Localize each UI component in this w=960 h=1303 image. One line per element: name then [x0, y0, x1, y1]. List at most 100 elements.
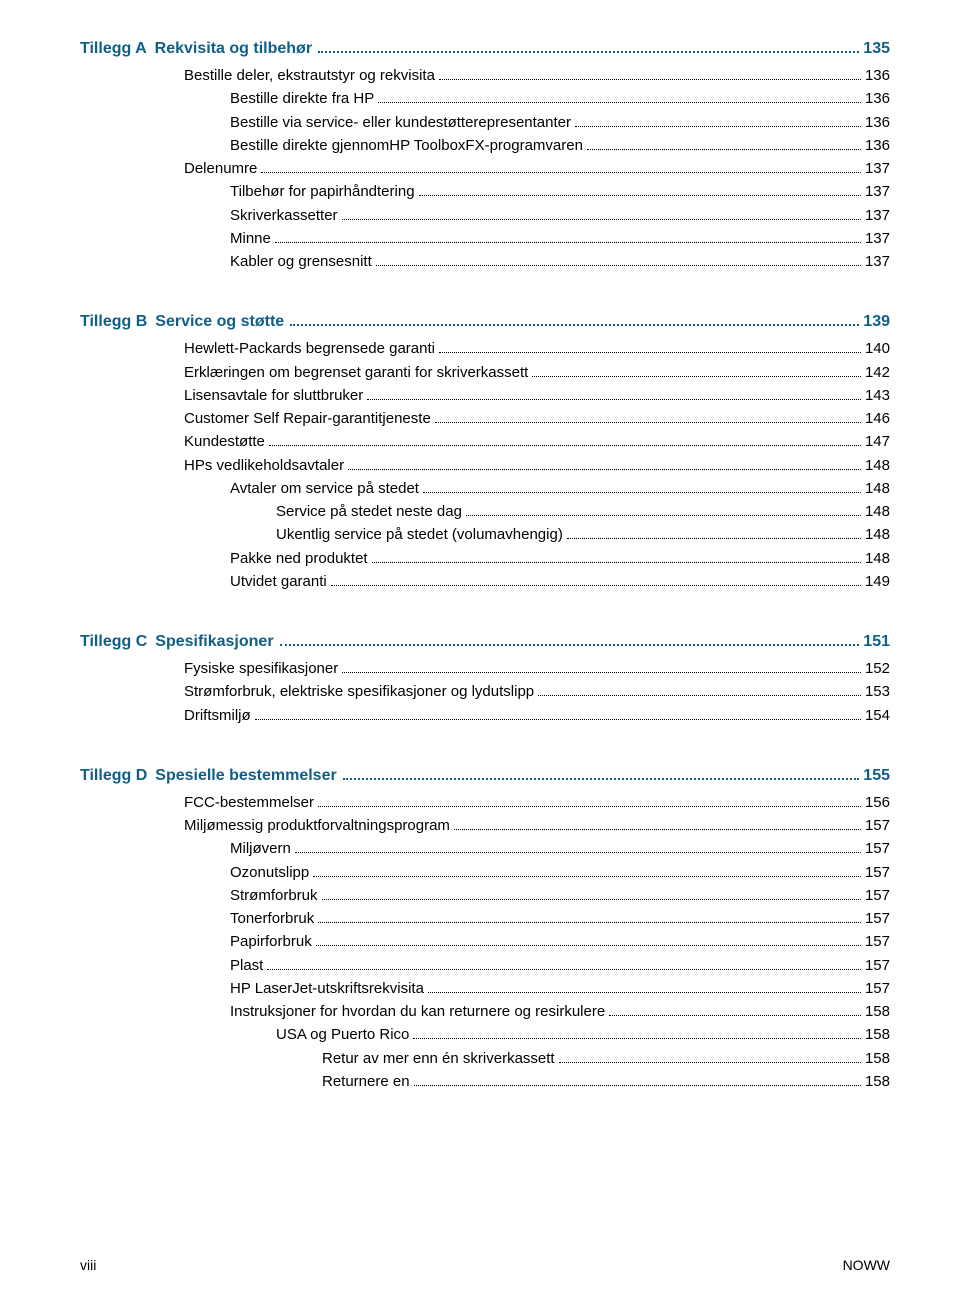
toc-entry-text: Erklæringen om begrenset garanti for skr…: [184, 361, 528, 384]
toc-entry[interactable]: Strømforbruk157: [80, 884, 890, 907]
dot-leader: [261, 172, 861, 173]
toc-entry[interactable]: Customer Self Repair-garantitjeneste146: [80, 407, 890, 430]
footer-page-number: viii: [80, 1257, 96, 1273]
toc-entry[interactable]: Retur av mer enn én skriverkassett158: [80, 1047, 890, 1070]
toc-entry-page: 158: [865, 1070, 890, 1093]
toc-entry[interactable]: Strømforbruk, elektriske spesifikasjoner…: [80, 680, 890, 703]
toc-entry-page: 148: [865, 454, 890, 477]
toc-entry-page: 137: [865, 250, 890, 273]
toc-entry-text: Lisensavtale for sluttbruker: [184, 384, 363, 407]
appendix-title: Rekvisita og tilbehør: [155, 40, 312, 58]
toc-entry-page: 157: [865, 837, 890, 860]
appendix-block: Tillegg ARekvisita og tilbehør135 Bestill…: [80, 40, 890, 273]
toc-entry-page: 137: [865, 157, 890, 180]
dot-leader: [439, 352, 861, 353]
toc-entry[interactable]: Pakke ned produktet 148: [80, 547, 890, 570]
toc-entry-page: 156: [865, 791, 890, 814]
dot-leader: [609, 1015, 861, 1016]
dot-leader: [295, 852, 861, 853]
appendix-page-number: 139: [863, 313, 890, 331]
appendix-label: Tillegg C: [80, 633, 147, 651]
toc-entry[interactable]: HPs vedlikeholdsavtaler148: [80, 454, 890, 477]
toc-entry[interactable]: Bestille via service- eller kundestøtter…: [80, 111, 890, 134]
toc-entry[interactable]: Hewlett-Packards begrensede garanti140: [80, 337, 890, 360]
toc-entry[interactable]: Bestille deler, ekstrautstyr og rekvisit…: [80, 64, 890, 87]
toc-entry[interactable]: Minne137: [80, 227, 890, 250]
dot-leader: [318, 922, 861, 923]
dot-leader: [275, 242, 861, 243]
toc-entry[interactable]: Bestille direkte fra HP 136: [80, 87, 890, 110]
toc-entry[interactable]: Delenumre 137: [80, 157, 890, 180]
appendix-heading[interactable]: Tillegg D Spesielle bestemmelser 155: [80, 767, 890, 785]
toc-entry-text: Ozonutslipp: [230, 861, 309, 884]
toc-entry-text: Papirforbruk: [230, 930, 312, 953]
dot-leader: [575, 126, 861, 127]
toc-entry[interactable]: FCC-bestemmelser 156: [80, 791, 890, 814]
toc-entry-text: Tonerforbruk: [230, 907, 314, 930]
dot-leader: [318, 806, 861, 807]
toc-entry-text: Customer Self Repair-garantitjeneste: [184, 407, 431, 430]
toc-entry[interactable]: Miljømessig produktforvaltningsprogram15…: [80, 814, 890, 837]
toc-entry[interactable]: Skriverkassetter137: [80, 204, 890, 227]
appendix-heading[interactable]: Tillegg ARekvisita og tilbehør135: [80, 40, 890, 58]
toc-entry-page: 158: [865, 1023, 890, 1046]
toc-entry-page: 142: [865, 361, 890, 384]
appendix-heading[interactable]: Tillegg CSpesifikasjoner151: [80, 633, 890, 651]
appendix-page-number: 155: [863, 767, 890, 785]
toc-entry[interactable]: USA og Puerto Rico158: [80, 1023, 890, 1046]
toc-entry-text: Tilbehør for papirhåndtering: [230, 180, 415, 203]
toc-entry[interactable]: Erklæringen om begrenset garanti for skr…: [80, 361, 890, 384]
toc-entry[interactable]: Lisensavtale for sluttbruker143: [80, 384, 890, 407]
dot-leader: [439, 79, 861, 80]
toc-entry-page: 148: [865, 547, 890, 570]
toc-entry[interactable]: Papirforbruk 157: [80, 930, 890, 953]
toc-entry[interactable]: Driftsmiljø154: [80, 704, 890, 727]
dot-leader: [318, 51, 859, 53]
toc-entry[interactable]: Miljøvern157: [80, 837, 890, 860]
toc-entry[interactable]: Tilbehør for papirhåndtering137: [80, 180, 890, 203]
toc-entry[interactable]: Fysiske spesifikasjoner 152: [80, 657, 890, 680]
toc-entry-text: Delenumre: [184, 157, 257, 180]
appendix-title: Service og støtte: [155, 313, 284, 331]
toc-entry-page: 148: [865, 477, 890, 500]
toc-entry-page: 136: [865, 111, 890, 134]
toc-entry[interactable]: Ukentlig service på stedet (volumavhengi…: [80, 523, 890, 546]
toc-entry[interactable]: Plast157: [80, 954, 890, 977]
appendix-title: Spesielle bestemmelser: [155, 767, 336, 785]
toc-entry[interactable]: HP LaserJet-utskriftsrekvisita157: [80, 977, 890, 1000]
toc-entry-page: 158: [865, 1047, 890, 1070]
dot-leader: [428, 992, 861, 993]
toc-entry-page: 137: [865, 204, 890, 227]
toc-entry-text: Utvidet garanti: [230, 570, 327, 593]
appendix-heading[interactable]: Tillegg BService og støtte139: [80, 313, 890, 331]
toc-entry-text: FCC-bestemmelser: [184, 791, 314, 814]
toc-entry-page: 136: [865, 87, 890, 110]
toc-entry-text: Ukentlig service på stedet (volumavhengi…: [276, 523, 563, 546]
toc-entry[interactable]: Returnere en 158: [80, 1070, 890, 1093]
toc-entry[interactable]: Avtaler om service på stedet 148: [80, 477, 890, 500]
toc-entry-text: Pakke ned produktet: [230, 547, 368, 570]
toc-entry-text: Avtaler om service på stedet: [230, 477, 419, 500]
appendix-label: Tillegg D: [80, 767, 147, 785]
page-footer: viii NOWW: [80, 1257, 890, 1273]
toc-entry[interactable]: Service på stedet neste dag148: [80, 500, 890, 523]
toc-entry[interactable]: Ozonutslipp157: [80, 861, 890, 884]
toc-entry-text: Returnere en: [322, 1070, 410, 1093]
toc-entry[interactable]: Bestille direkte gjennomHP ToolboxFX-pro…: [80, 134, 890, 157]
toc-entry-text: Fysiske spesifikasjoner: [184, 657, 338, 680]
toc-entry-page: 152: [865, 657, 890, 680]
toc-entry[interactable]: Tonerforbruk157: [80, 907, 890, 930]
toc-entry-page: 157: [865, 930, 890, 953]
toc-entry[interactable]: Kundestøtte147: [80, 430, 890, 453]
dot-leader: [454, 829, 861, 830]
appendix-block: Tillegg BService og støtte139Hewlett-Pac…: [80, 313, 890, 593]
dot-leader: [367, 399, 861, 400]
toc-entry-text: Bestille direkte fra HP: [230, 87, 374, 110]
toc-entry[interactable]: Kabler og grensesnitt137: [80, 250, 890, 273]
dot-leader: [413, 1038, 861, 1039]
toc-entry-page: 137: [865, 227, 890, 250]
dot-leader: [423, 492, 861, 493]
appendix-block: Tillegg D Spesielle bestemmelser 155 FCC-be…: [80, 767, 890, 1093]
toc-entry[interactable]: Utvidet garanti149: [80, 570, 890, 593]
toc-entry[interactable]: Instruksjoner for hvordan du kan returne…: [80, 1000, 890, 1023]
